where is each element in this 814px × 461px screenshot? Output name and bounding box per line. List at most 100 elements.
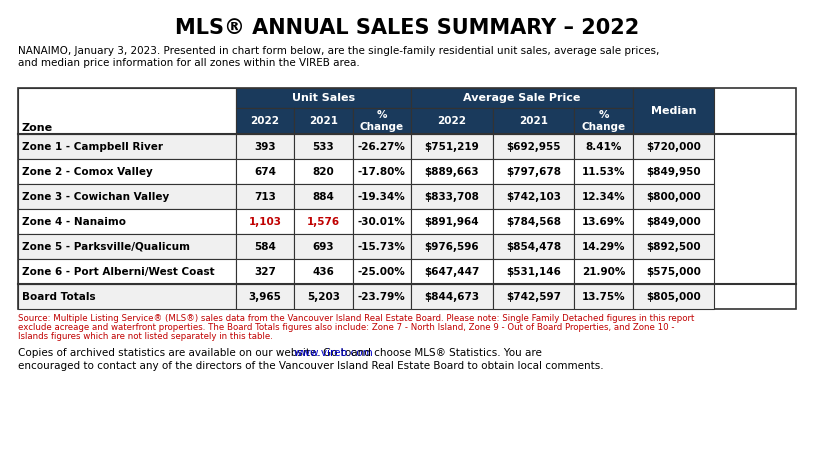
Bar bbox=[492, 209, 574, 234]
Bar bbox=[236, 159, 294, 184]
Bar bbox=[236, 284, 294, 309]
Text: $751,219: $751,219 bbox=[424, 142, 479, 152]
Bar bbox=[411, 159, 492, 184]
Text: www.vireb.com: www.vireb.com bbox=[294, 348, 374, 358]
Bar bbox=[632, 88, 715, 134]
Text: $892,500: $892,500 bbox=[646, 242, 701, 252]
Text: -25.00%: -25.00% bbox=[358, 266, 405, 277]
Text: $742,103: $742,103 bbox=[506, 191, 561, 201]
Bar bbox=[632, 184, 715, 209]
Bar bbox=[352, 184, 411, 209]
Text: -23.79%: -23.79% bbox=[358, 291, 405, 301]
Text: -30.01%: -30.01% bbox=[358, 217, 405, 226]
Text: Islands figures which are not listed separately in this table.: Islands figures which are not listed sep… bbox=[18, 332, 273, 341]
Text: %
Change: % Change bbox=[581, 110, 625, 132]
Text: Zone 3 - Cowichan Valley: Zone 3 - Cowichan Valley bbox=[22, 191, 169, 201]
Bar bbox=[411, 234, 492, 259]
Text: 436: 436 bbox=[313, 266, 335, 277]
Text: 820: 820 bbox=[313, 166, 335, 177]
Text: $889,663: $889,663 bbox=[424, 166, 479, 177]
Text: 1,576: 1,576 bbox=[307, 217, 340, 226]
Text: $844,673: $844,673 bbox=[424, 291, 479, 301]
Text: 12.34%: 12.34% bbox=[582, 191, 625, 201]
Bar bbox=[574, 159, 632, 184]
Text: -19.34%: -19.34% bbox=[358, 191, 405, 201]
Bar bbox=[492, 108, 574, 134]
Text: 584: 584 bbox=[254, 242, 276, 252]
Bar bbox=[236, 88, 411, 108]
Text: Zone 1 - Campbell River: Zone 1 - Campbell River bbox=[22, 142, 163, 152]
Text: $742,597: $742,597 bbox=[506, 291, 561, 301]
Bar bbox=[18, 209, 236, 234]
Bar bbox=[492, 134, 574, 159]
Bar bbox=[411, 134, 492, 159]
Text: $849,000: $849,000 bbox=[646, 217, 701, 226]
Bar bbox=[632, 159, 715, 184]
Text: $531,146: $531,146 bbox=[506, 266, 561, 277]
Text: encouraged to contact any of the directors of the Vancouver Island Real Estate B: encouraged to contact any of the directo… bbox=[18, 361, 604, 371]
Text: 2021: 2021 bbox=[309, 116, 338, 126]
Text: $854,478: $854,478 bbox=[505, 242, 561, 252]
Text: Average Sale Price: Average Sale Price bbox=[463, 93, 580, 103]
Bar bbox=[574, 108, 632, 134]
Bar bbox=[492, 184, 574, 209]
Bar bbox=[411, 108, 492, 134]
Text: Zone: Zone bbox=[22, 123, 53, 133]
Text: $784,568: $784,568 bbox=[506, 217, 561, 226]
Bar bbox=[574, 284, 632, 309]
Bar bbox=[492, 284, 574, 309]
Text: Zone 5 - Parksville/Qualicum: Zone 5 - Parksville/Qualicum bbox=[22, 242, 190, 252]
Text: $849,950: $849,950 bbox=[646, 166, 701, 177]
Bar bbox=[352, 108, 411, 134]
Bar bbox=[294, 234, 352, 259]
Text: $797,678: $797,678 bbox=[506, 166, 561, 177]
Bar bbox=[632, 134, 715, 159]
Text: -26.27%: -26.27% bbox=[358, 142, 405, 152]
Text: 5,203: 5,203 bbox=[307, 291, 340, 301]
Text: $976,596: $976,596 bbox=[424, 242, 479, 252]
Bar bbox=[492, 259, 574, 284]
Bar bbox=[492, 159, 574, 184]
Text: 393: 393 bbox=[254, 142, 276, 152]
Text: 674: 674 bbox=[254, 166, 276, 177]
Bar bbox=[632, 234, 715, 259]
Bar bbox=[294, 159, 352, 184]
Bar bbox=[294, 284, 352, 309]
Bar bbox=[18, 159, 236, 184]
Text: Zone 6 - Port Alberni/West Coast: Zone 6 - Port Alberni/West Coast bbox=[22, 266, 215, 277]
Text: 327: 327 bbox=[254, 266, 276, 277]
Text: Board Totals: Board Totals bbox=[22, 291, 95, 301]
Bar bbox=[352, 284, 411, 309]
Text: $833,708: $833,708 bbox=[424, 191, 479, 201]
Bar bbox=[352, 134, 411, 159]
Bar bbox=[574, 184, 632, 209]
Text: 713: 713 bbox=[254, 191, 276, 201]
Bar bbox=[18, 184, 236, 209]
Bar bbox=[352, 234, 411, 259]
Text: Zone 4 - Nanaimo: Zone 4 - Nanaimo bbox=[22, 217, 126, 226]
Bar bbox=[574, 134, 632, 159]
Text: Unit Sales: Unit Sales bbox=[291, 93, 355, 103]
Text: 2022: 2022 bbox=[437, 116, 466, 126]
Text: $720,000: $720,000 bbox=[646, 142, 701, 152]
Bar bbox=[574, 259, 632, 284]
Text: 533: 533 bbox=[313, 142, 335, 152]
Text: 21.90%: 21.90% bbox=[582, 266, 625, 277]
Text: 13.69%: 13.69% bbox=[582, 217, 625, 226]
Text: $805,000: $805,000 bbox=[646, 291, 701, 301]
Bar bbox=[352, 259, 411, 284]
Bar bbox=[294, 108, 352, 134]
Bar bbox=[632, 209, 715, 234]
Bar bbox=[18, 284, 236, 309]
Bar bbox=[294, 184, 352, 209]
Bar bbox=[236, 259, 294, 284]
Text: 13.75%: 13.75% bbox=[582, 291, 625, 301]
Bar bbox=[236, 108, 294, 134]
Text: and choose MLS® Statistics. You are: and choose MLS® Statistics. You are bbox=[348, 348, 542, 358]
Bar bbox=[632, 259, 715, 284]
Bar bbox=[236, 234, 294, 259]
Bar bbox=[18, 134, 236, 159]
Text: 884: 884 bbox=[313, 191, 335, 201]
Bar bbox=[294, 259, 352, 284]
Text: $647,447: $647,447 bbox=[424, 266, 479, 277]
